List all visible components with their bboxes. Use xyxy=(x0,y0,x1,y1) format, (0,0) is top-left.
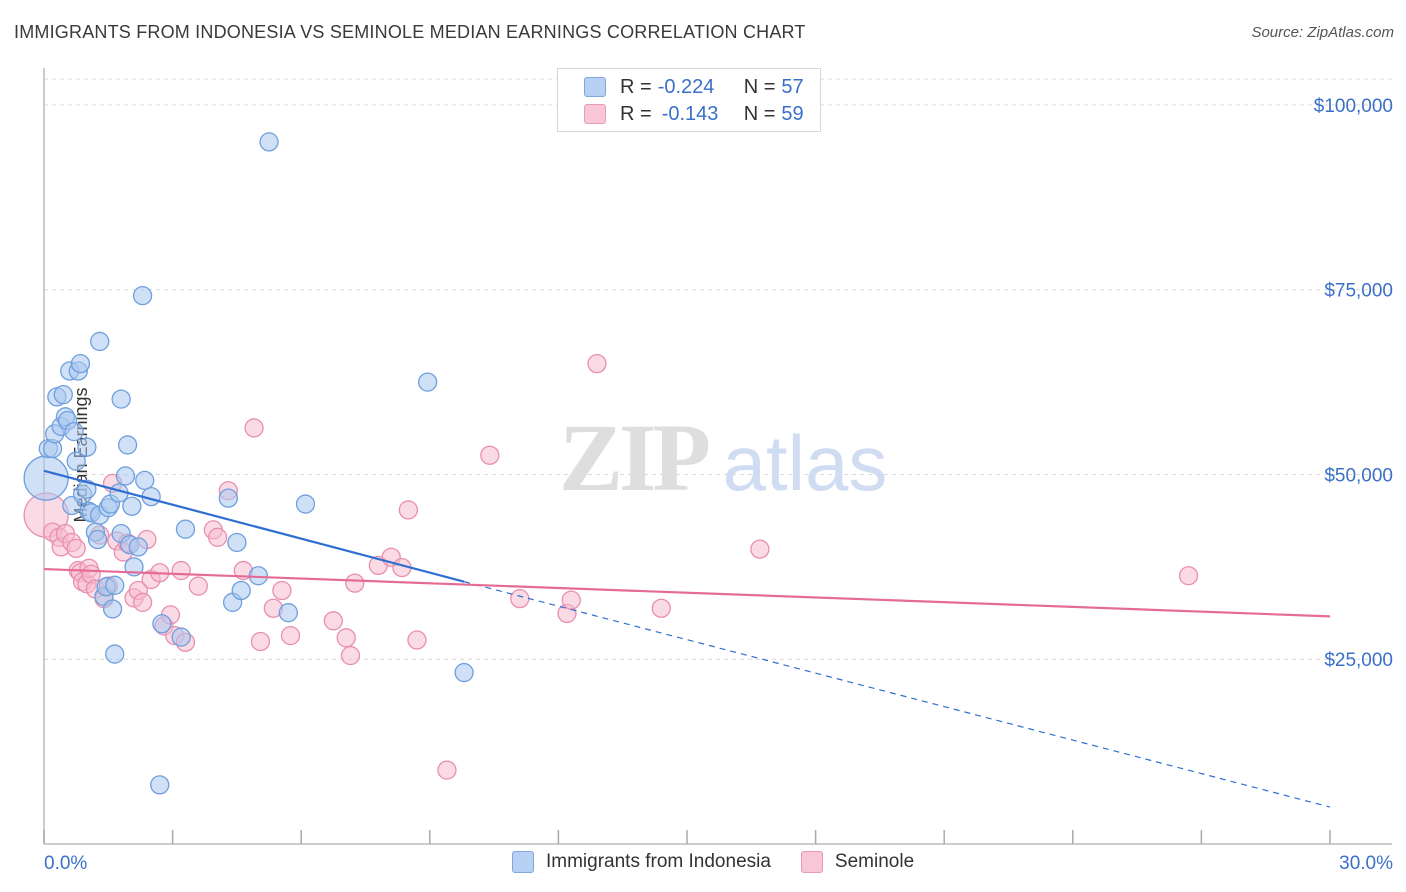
tick-labels: $25,000 $50,000 $75,000 $100,000 0.0% 30.0% xyxy=(44,96,1393,874)
point-indonesia xyxy=(171,627,191,647)
point-seminole xyxy=(336,628,356,648)
point-seminole xyxy=(66,538,86,559)
legend-n-label: N = xyxy=(743,75,776,98)
source-credit: Source: ZipAtlas.com xyxy=(1251,24,1394,41)
point-indonesia xyxy=(278,603,298,623)
legend-swatch-pink xyxy=(800,851,823,873)
point-indonesia xyxy=(105,575,125,595)
point-seminole xyxy=(437,760,457,780)
y-tick-label: $75,000 xyxy=(1324,281,1393,302)
point-seminole xyxy=(587,353,607,374)
legend-label-seminole: Seminole xyxy=(834,851,915,872)
point-indonesia xyxy=(152,614,172,634)
point-seminole xyxy=(171,560,191,581)
point-indonesia xyxy=(102,599,123,619)
point-indonesia xyxy=(111,389,131,409)
series-indonesia-points xyxy=(23,132,474,795)
point-seminole xyxy=(280,625,301,646)
legend-r-value: -0.224 xyxy=(657,75,715,98)
legend-row-seminole: R = -0.143 N = 59 xyxy=(584,102,804,126)
point-seminole xyxy=(340,645,361,666)
point-indonesia xyxy=(135,470,155,491)
point-indonesia xyxy=(231,580,251,601)
point-seminole xyxy=(561,590,581,610)
legend-swatch-blue xyxy=(512,851,534,873)
point-indonesia xyxy=(227,532,247,553)
point-indonesia xyxy=(218,488,238,508)
point-indonesia xyxy=(66,451,86,471)
point-indonesia xyxy=(418,372,438,392)
point-seminole xyxy=(244,418,264,438)
legend-r-value: -0.143 xyxy=(661,102,719,125)
legend-item-seminole: Seminole xyxy=(800,851,915,873)
point-seminole xyxy=(407,630,427,650)
point-seminole xyxy=(345,573,365,593)
point-seminole xyxy=(272,580,292,601)
x-tick-label-min: 0.0% xyxy=(44,853,87,874)
point-seminole xyxy=(132,592,153,612)
legend-n-label: N = xyxy=(743,102,776,125)
point-indonesia xyxy=(132,285,153,306)
point-seminole xyxy=(480,445,500,465)
point-indonesia xyxy=(117,435,138,455)
y-tick-label: $50,000 xyxy=(1324,465,1393,486)
point-indonesia xyxy=(150,775,170,795)
point-seminole xyxy=(750,539,770,559)
correlation-legend: R = -0.224 N = 57 R = -0.143 N = 59 xyxy=(557,68,821,132)
legend-swatch-blue xyxy=(584,77,606,97)
legend-n-value: 59 xyxy=(781,102,804,125)
point-indonesia xyxy=(122,496,142,516)
legend-row-indonesia: R = -0.224 N = 57 xyxy=(584,75,804,99)
legend-n-value: 57 xyxy=(781,75,804,98)
point-seminole xyxy=(651,598,671,618)
x-tick-label-max: 30.0% xyxy=(1339,853,1393,874)
trend-lines xyxy=(43,469,1331,808)
legend-r-label: R = xyxy=(620,102,652,125)
chart-title: IMMIGRANTS FROM INDONESIA VS SEMINOLE ME… xyxy=(14,22,806,42)
watermark: ZIP atlas xyxy=(559,404,887,511)
legend-item-indonesia: Immigrants from Indonesia xyxy=(512,851,771,873)
legend-r-label: R = xyxy=(620,75,652,98)
point-seminole xyxy=(188,576,208,596)
legend-label-indonesia: Immigrants from Indonesia xyxy=(546,851,771,872)
point-indonesia xyxy=(87,529,108,550)
series-legend: Immigrants from Indonesia Seminole xyxy=(512,851,944,873)
point-indonesia xyxy=(23,455,69,501)
point-indonesia xyxy=(77,479,97,499)
axes xyxy=(43,68,1392,845)
point-seminole xyxy=(323,611,344,631)
point-indonesia xyxy=(115,466,136,486)
point-indonesia xyxy=(105,644,125,664)
point-indonesia xyxy=(259,132,279,152)
point-indonesia xyxy=(454,662,474,683)
point-indonesia xyxy=(70,353,91,374)
point-seminole xyxy=(1178,566,1199,586)
point-indonesia xyxy=(64,421,84,442)
point-seminole xyxy=(398,500,419,520)
watermark-zip: ZIP xyxy=(559,404,708,511)
point-indonesia xyxy=(128,537,148,557)
y-tick-label: $25,000 xyxy=(1324,650,1393,671)
point-indonesia xyxy=(53,385,73,405)
point-seminole xyxy=(510,588,530,609)
point-indonesia xyxy=(295,494,316,514)
legend-swatch-pink xyxy=(584,104,606,124)
point-indonesia xyxy=(90,331,110,352)
point-indonesia xyxy=(175,519,196,539)
watermark-atlas: atlas xyxy=(723,419,888,507)
trendline-indonesia-extension xyxy=(463,581,1331,808)
trendline-seminole xyxy=(43,567,1331,618)
y-tick-label: $100,000 xyxy=(1314,96,1393,117)
trendline-indonesia xyxy=(43,469,465,583)
point-indonesia xyxy=(77,437,97,457)
point-seminole xyxy=(207,527,228,547)
point-seminole xyxy=(250,631,271,652)
